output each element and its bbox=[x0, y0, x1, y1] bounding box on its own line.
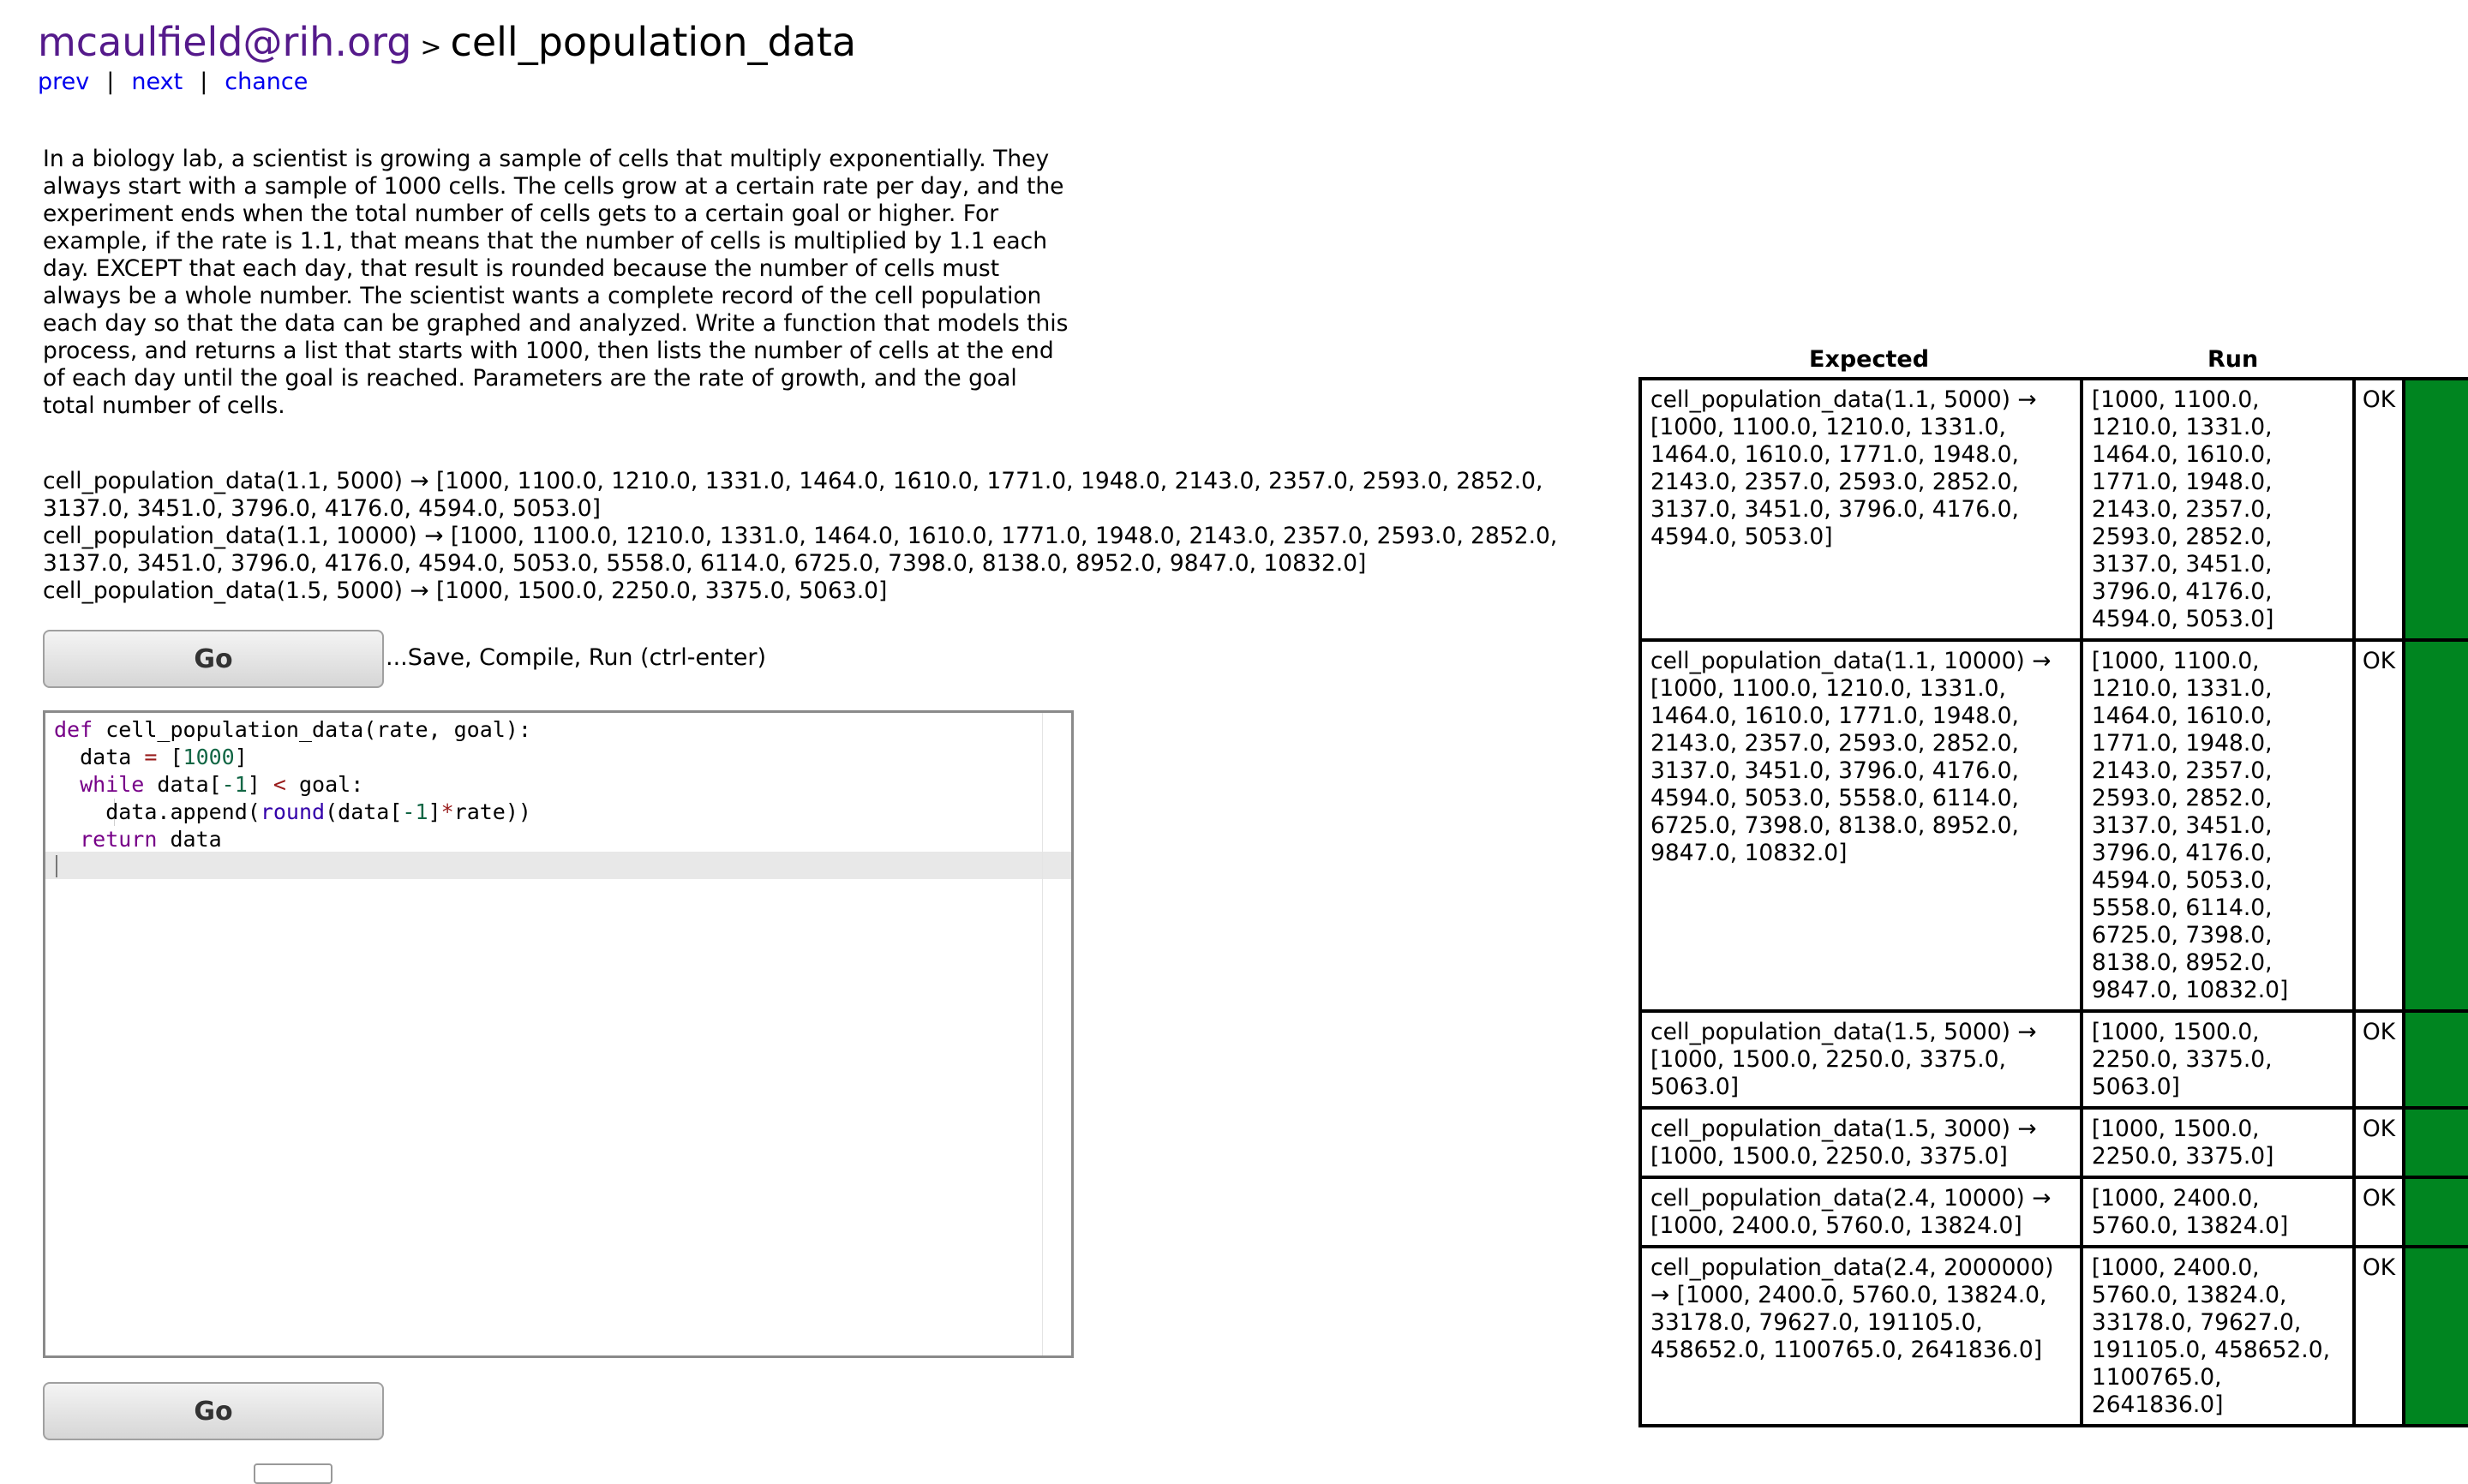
expected-cell: cell_population_data(1.5, 5000) → [1000,… bbox=[1638, 1009, 2083, 1110]
status-text: OK bbox=[2351, 1176, 2406, 1248]
number-literal: -1 bbox=[402, 799, 428, 824]
example-line: cell_population_data(1.5, 5000) → [1000,… bbox=[43, 577, 888, 604]
status-text: OK bbox=[2351, 377, 2406, 642]
problem-description: In a biology lab, a scientist is growing… bbox=[43, 146, 1069, 419]
table-row: cell_population_data(2.4, 2000000) → [10… bbox=[1638, 1245, 2468, 1427]
go-hint: ...Save, Compile, Run (ctrl-enter) bbox=[386, 644, 766, 671]
expected-cell: cell_population_data(1.1, 10000) → [1000… bbox=[1638, 638, 2083, 1013]
example-line: cell_population_data(1.1, 5000) → [1000,… bbox=[43, 468, 1543, 522]
operator: * bbox=[440, 799, 454, 824]
code-text: [ bbox=[157, 745, 183, 769]
status-badge bbox=[2402, 638, 2468, 1013]
status-badge bbox=[2402, 1245, 2468, 1427]
code-text: ] bbox=[247, 772, 273, 797]
run-cell: [1000, 2400.0, 5760.0, 13824.0, 33178.0,… bbox=[2079, 1245, 2356, 1427]
table-row: cell_population_data(1.1, 10000) → [1000… bbox=[1638, 638, 2468, 1013]
status-text: OK bbox=[2351, 638, 2406, 1013]
status-badge bbox=[2402, 1009, 2468, 1110]
code-text: data bbox=[54, 745, 145, 769]
breadcrumb: mcaulfield@rih.org > cell_population_data bbox=[38, 19, 856, 65]
run-cell: [1000, 2400.0, 5760.0, 13824.0] bbox=[2079, 1176, 2356, 1248]
keyword: return bbox=[54, 827, 158, 852]
nav-divider: | bbox=[200, 69, 208, 95]
expected-cell: cell_population_data(1.5, 3000) → [1000,… bbox=[1638, 1106, 2083, 1179]
code-line-5: return data bbox=[54, 826, 222, 853]
column-header-expected: Expected bbox=[1809, 346, 1930, 373]
code-text: (data[ bbox=[325, 799, 403, 824]
code-text: data bbox=[157, 827, 222, 852]
table-row: cell_population_data(2.4, 10000) → [1000… bbox=[1638, 1176, 2468, 1248]
indent-guide bbox=[114, 799, 115, 826]
builtin: round bbox=[260, 799, 326, 824]
run-cell: [1000, 1500.0, 2250.0, 3375.0] bbox=[2079, 1106, 2356, 1179]
keyword: def bbox=[54, 717, 93, 742]
expected-cell: cell_population_data(2.4, 10000) → [1000… bbox=[1638, 1176, 2083, 1248]
table-row: cell_population_data(1.1, 5000) → [1000,… bbox=[1638, 377, 2468, 642]
go-button[interactable]: Go bbox=[43, 630, 384, 688]
operator: = bbox=[144, 745, 158, 769]
chance-link[interactable]: chance bbox=[225, 69, 308, 95]
results-table: cell_population_data(1.1, 5000) → [1000,… bbox=[1638, 377, 2468, 1427]
run-cell: [1000, 1100.0, 1210.0, 1331.0, 1464.0, 1… bbox=[2079, 638, 2356, 1013]
code-editor[interactable]: def cell_population_data(rate, goal): da… bbox=[43, 710, 1074, 1358]
status-text: OK bbox=[2351, 1245, 2406, 1427]
examples: cell_population_data(1.1, 5000) → [1000,… bbox=[43, 468, 1602, 605]
text-cursor bbox=[56, 855, 57, 877]
breadcrumb-separator: > bbox=[420, 33, 442, 63]
problem-nav: prev | next | chance bbox=[38, 69, 308, 95]
expected-cell: cell_population_data(1.1, 5000) → [1000,… bbox=[1638, 377, 2083, 642]
code-line-4: data.append(round(data[-1]*rate)) bbox=[54, 799, 531, 826]
number-literal: -1 bbox=[221, 772, 248, 797]
code-text: ] bbox=[234, 745, 248, 769]
status-badge bbox=[2402, 1106, 2468, 1179]
code-text: data.append( bbox=[54, 799, 261, 824]
column-header-run: Run bbox=[2207, 346, 2259, 373]
table-row: cell_population_data(1.5, 5000) → [1000,… bbox=[1638, 1009, 2468, 1110]
prev-link[interactable]: prev bbox=[38, 69, 90, 95]
page-title: cell_population_data bbox=[450, 19, 857, 65]
code-text: rate)) bbox=[453, 799, 531, 824]
partial-control[interactable] bbox=[254, 1463, 332, 1484]
run-cell: [1000, 1500.0, 2250.0, 3375.0, 5063.0] bbox=[2079, 1009, 2356, 1110]
operator: < bbox=[273, 772, 286, 797]
code-text: data[ bbox=[144, 772, 222, 797]
code-line-3: while data[-1] < goal: bbox=[54, 771, 363, 799]
status-text: OK bbox=[2351, 1009, 2406, 1110]
run-cell: [1000, 1100.0, 1210.0, 1331.0, 1464.0, 1… bbox=[2079, 377, 2356, 642]
status-badge bbox=[2402, 377, 2468, 642]
table-row: cell_population_data(1.5, 3000) → [1000,… bbox=[1638, 1106, 2468, 1179]
code-text: goal: bbox=[285, 772, 364, 797]
code-text: cell_population_data(rate, goal): bbox=[93, 717, 531, 742]
user-link[interactable]: mcaulfield@rih.org bbox=[38, 19, 412, 65]
code-line-1: def cell_population_data(rate, goal): bbox=[54, 716, 531, 744]
keyword: while bbox=[54, 772, 145, 797]
status-badge bbox=[2402, 1176, 2468, 1248]
code-text: ] bbox=[428, 799, 441, 824]
example-line: cell_population_data(1.1, 10000) → [1000… bbox=[43, 523, 1558, 577]
go-button-bottom[interactable]: Go bbox=[43, 1382, 384, 1440]
code-line-2: data = [1000] bbox=[54, 744, 248, 771]
expected-cell: cell_population_data(2.4, 2000000) → [10… bbox=[1638, 1245, 2083, 1427]
next-link[interactable]: next bbox=[131, 69, 183, 95]
nav-divider: | bbox=[106, 69, 115, 95]
status-text: OK bbox=[2351, 1106, 2406, 1179]
active-line-highlight bbox=[45, 852, 1071, 879]
number-literal: 1000 bbox=[183, 745, 235, 769]
editor-margin-line bbox=[1042, 713, 1043, 1355]
